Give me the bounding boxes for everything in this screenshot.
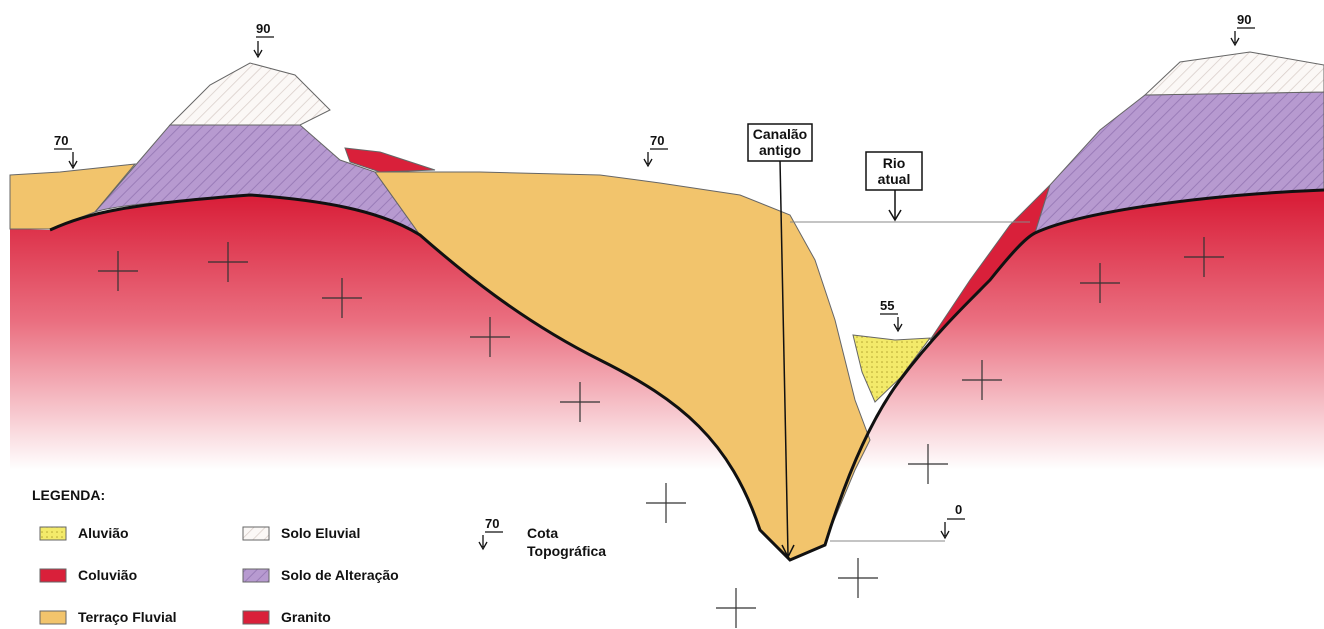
legend-title: LEGENDA: [32, 487, 105, 503]
cross-section: 90 70 70 90 55 0 Canalão antigo Rio atua… [0, 0, 1324, 629]
elevation-marker: 90 [254, 21, 274, 57]
elevation-label: 70 [54, 133, 68, 148]
legend-swatch [40, 569, 66, 582]
callout-label: Canalão [753, 126, 807, 142]
eluvial-soil-right [1145, 52, 1324, 95]
legend-swatch [243, 527, 269, 540]
legend-label: Coluvião [78, 567, 137, 583]
legend-label: Granito [281, 609, 331, 625]
page: {"markers": ["90", "70", "70", "90", "55… [0, 0, 1324, 629]
elevation-label: 70 [650, 133, 664, 148]
legend-swatch [243, 611, 269, 624]
elevation-label: 55 [880, 298, 894, 313]
legend-swatch [40, 527, 66, 540]
callout-label: antigo [759, 142, 801, 158]
legend-label: Solo Eluvial [281, 525, 360, 541]
legend-swatch [243, 569, 269, 582]
legend-label: Aluvião [78, 525, 129, 541]
legend-label: Terraço Fluvial [78, 609, 177, 625]
legend-label: Cota [527, 525, 558, 541]
elevation-marker: 70 [54, 133, 77, 168]
elevation-marker: 70 [644, 133, 668, 166]
legend-label: Topográfica [527, 543, 606, 559]
elevation-label: 90 [256, 21, 270, 36]
elevation-label: 0 [955, 502, 962, 517]
eluvial-soil-left [170, 63, 330, 125]
callout-current-river: Rio atual [866, 152, 922, 220]
elevation-label: 90 [1237, 12, 1251, 27]
elevation-marker: 55 [880, 298, 902, 331]
legend-elevation-label: 70 [485, 516, 499, 531]
legend-label: Solo de Alteração [281, 567, 399, 583]
callout-label: Rio [883, 155, 906, 171]
legend-swatch [40, 611, 66, 624]
elevation-marker: 90 [1231, 12, 1255, 45]
callout-label: atual [878, 171, 911, 187]
